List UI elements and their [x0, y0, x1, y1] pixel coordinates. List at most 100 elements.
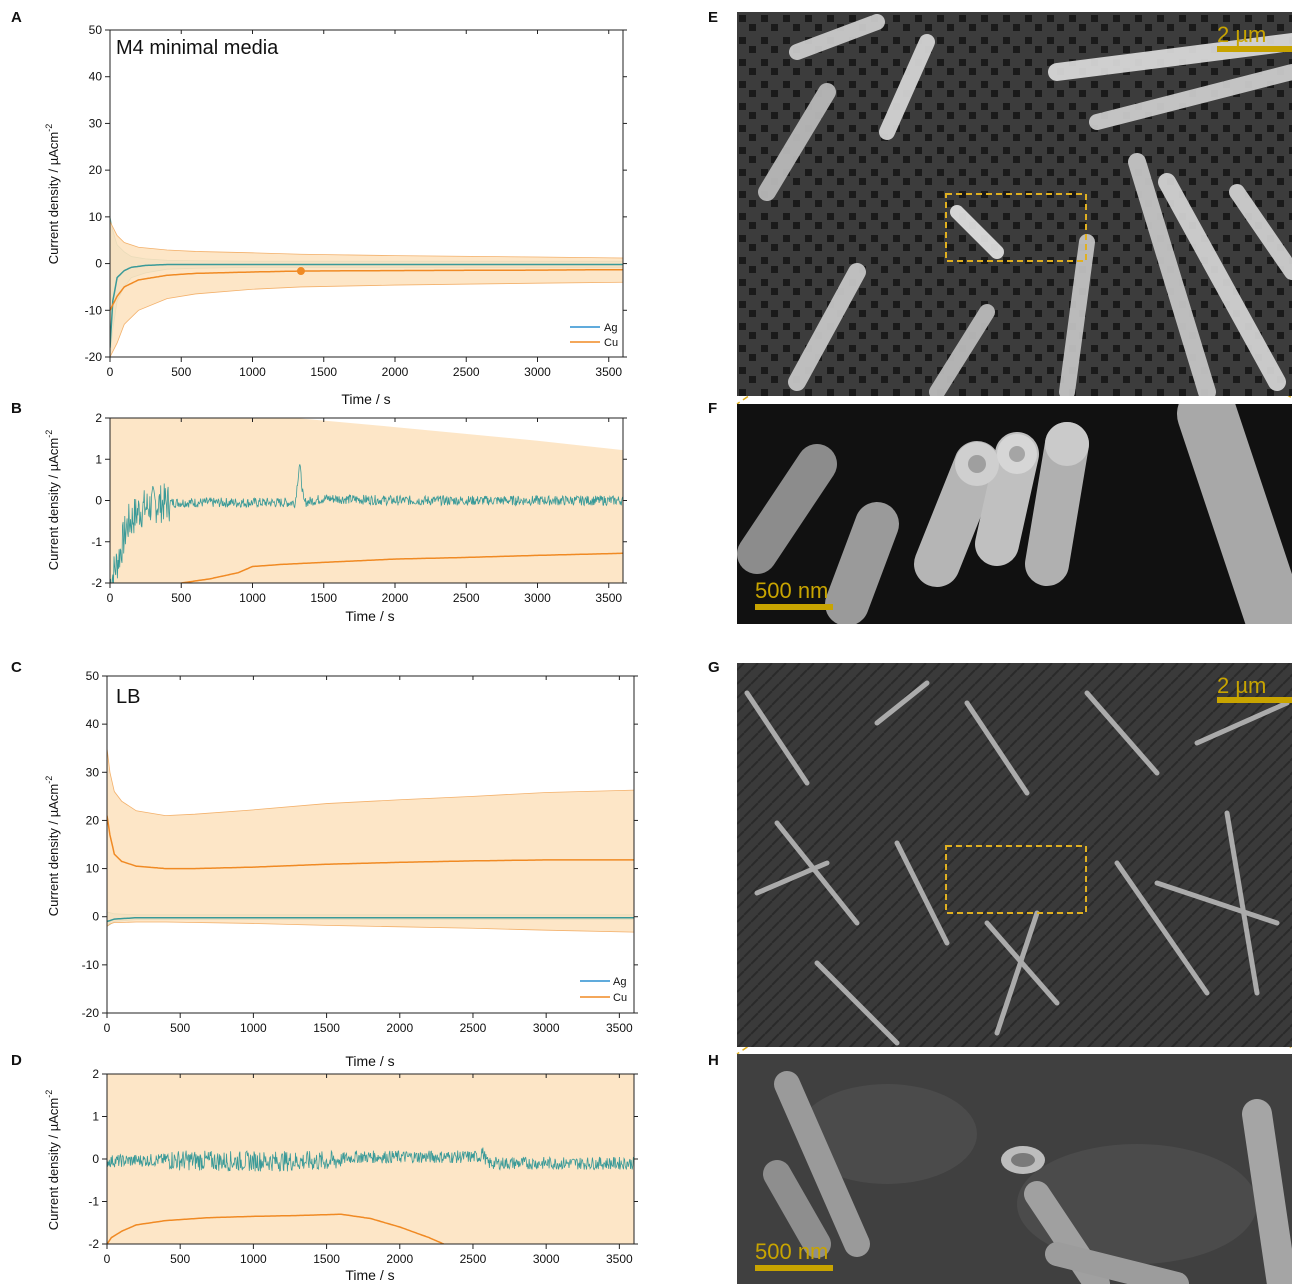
- y-tick-label: 0: [95, 494, 102, 508]
- chart-title: LB: [116, 686, 140, 708]
- y-tick-label: 40: [89, 70, 103, 84]
- sem-image-h: 500 nm: [737, 1054, 1292, 1284]
- x-tick-label: 2000: [386, 1252, 413, 1266]
- x-tick-label: 2500: [460, 1021, 487, 1035]
- y-tick-label: 30: [89, 116, 103, 130]
- x-tick-label: 1000: [239, 365, 266, 379]
- y-tick-label: 1: [92, 1110, 99, 1124]
- sem-texture-f: 500 nm: [737, 404, 1292, 624]
- x-tick-label: 2000: [386, 1021, 413, 1035]
- series-line-cu: [181, 552, 623, 583]
- x-tick-label: 2500: [460, 1252, 487, 1266]
- y-tick-label: -2: [91, 576, 102, 590]
- x-tick-label: 3500: [595, 591, 622, 605]
- error-band-cu: [110, 221, 623, 357]
- panel-label-h: H: [708, 1052, 719, 1069]
- error-band-cu: [107, 1074, 634, 1244]
- plot-frame: [109, 29, 624, 358]
- sem-image-g: 2 µm: [737, 663, 1292, 1047]
- panel-label-e: E: [708, 9, 718, 26]
- x-tick-label: 0: [107, 365, 114, 379]
- x-axis-label: Time / s: [345, 608, 394, 624]
- x-tick-label: 0: [107, 591, 114, 605]
- legend: Ag Cu: [570, 322, 618, 349]
- panel-label-f: F: [708, 400, 717, 417]
- y-tick-label: 0: [92, 910, 99, 924]
- series-line-ag: [107, 1147, 634, 1172]
- x-axis-label: Time / s: [341, 391, 390, 407]
- scale-label-h: 500 nm: [755, 1239, 828, 1264]
- y-tick-label: -2: [88, 1237, 99, 1251]
- x-tick-label: 500: [171, 591, 191, 605]
- x-tick-label: 0: [104, 1021, 111, 1035]
- x-tick-label: 2000: [382, 591, 409, 605]
- band-edge-upper: [110, 221, 623, 259]
- y-tick-label: 0: [95, 257, 102, 271]
- legend-label-ag: Ag: [613, 976, 626, 988]
- scale-label-g: 2 µm: [1217, 673, 1266, 698]
- y-tick-label: 20: [89, 163, 103, 177]
- y-tick-label: 2: [95, 411, 102, 425]
- roi-box-g: [945, 845, 1087, 914]
- band-edge-lower: [107, 921, 634, 933]
- x-tick-label: 3000: [524, 591, 551, 605]
- series-line-ag: [110, 263, 623, 348]
- x-tick-label: 500: [170, 1252, 190, 1266]
- x-tick-label: 3500: [606, 1252, 633, 1266]
- sem-image-e: 2 µm: [737, 12, 1292, 396]
- x-tick-label: 1000: [240, 1252, 267, 1266]
- legend: Ag Cu: [580, 976, 627, 1004]
- x-tick-label: 1500: [310, 591, 337, 605]
- chart-panel-c: 0 500 1000 1500 2000 2500 3000 3500 -20 -10 0 10 20 3…: [44, 669, 638, 1069]
- y-tick-label: -1: [88, 1195, 99, 1209]
- panel-label-a: A: [11, 9, 22, 26]
- y-tick-label: 0: [92, 1152, 99, 1166]
- x-tick-label: 500: [171, 365, 191, 379]
- y-tick-label: -10: [85, 303, 103, 317]
- series-line-cu: [107, 1213, 444, 1244]
- y-axis-label: Current density / µAcm-2: [44, 430, 61, 571]
- series-line-cu: [110, 268, 623, 311]
- panel-label-b: B: [11, 400, 22, 417]
- y-tick-label: -1: [91, 535, 102, 549]
- band-edge-upper: [107, 748, 634, 817]
- series-line-ag: [107, 916, 634, 923]
- roi-box-e: [945, 193, 1087, 262]
- sem-texture-g: 2 µm: [737, 663, 1292, 1047]
- y-axis-label: Current density / µAcm-2: [44, 1090, 61, 1231]
- x-tick-label: 1000: [239, 591, 266, 605]
- x-tick-label: 3000: [533, 1252, 560, 1266]
- y-axis-label: Current density / µAcm-2: [44, 124, 61, 265]
- x-tick-label: 3500: [606, 1021, 633, 1035]
- x-tick-label: 2000: [382, 365, 409, 379]
- x-tick-label: 1500: [313, 1252, 340, 1266]
- panel-label-g: G: [708, 659, 720, 676]
- x-tick-label: 3000: [533, 1021, 560, 1035]
- scale-bar-g: [1217, 697, 1292, 703]
- x-tick-label: 1000: [240, 1021, 267, 1035]
- series-line-ag: [110, 464, 623, 583]
- x-tick-label: 1500: [310, 365, 337, 379]
- x-tick-label: 3000: [524, 365, 551, 379]
- x-tick-label: 3500: [595, 365, 622, 379]
- scale-bar-h: [755, 1265, 833, 1271]
- y-tick-label: 30: [86, 765, 100, 779]
- sem-texture-h: 500 nm: [737, 1054, 1292, 1284]
- x-axis-label: Time / s: [345, 1267, 394, 1283]
- y-tick-label: 2: [92, 1067, 99, 1081]
- legend-label-ag: Ag: [604, 322, 617, 334]
- scale-bar-e: [1217, 46, 1292, 52]
- x-axis-label: Time / s: [345, 1053, 394, 1069]
- x-tick-label: 500: [170, 1021, 190, 1035]
- scale-label-f: 500 nm: [755, 578, 828, 603]
- x-tick-label: 0: [104, 1252, 111, 1266]
- x-tick-label: 2500: [453, 591, 480, 605]
- panel-label-c: C: [11, 659, 22, 676]
- y-tick-label: 40: [86, 717, 100, 731]
- error-band-cu: [107, 748, 634, 933]
- chart-panel-a: 0 500 1000 1500 2000 2500 3000 3500 -20 -10 0 10 20 3…: [44, 23, 627, 407]
- y-tick-label: -20: [85, 350, 103, 364]
- legend-label-cu: Cu: [613, 992, 627, 1004]
- y-tick-label: -10: [82, 958, 100, 972]
